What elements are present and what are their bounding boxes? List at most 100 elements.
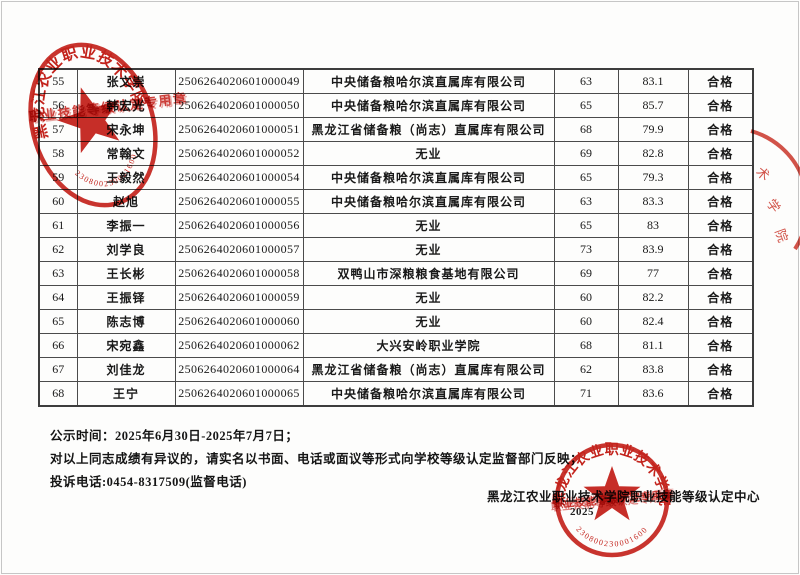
name-cell: 王振铎 — [76, 285, 176, 310]
status-cell: 合格 — [687, 237, 754, 262]
id-number-cell: 2506264020601000055 — [174, 189, 304, 214]
score1-cell: 65 — [553, 165, 619, 190]
seal-code-text: 230800230001600 — [574, 525, 648, 549]
employer-cell: 中央储备粮哈尔滨直属库有限公司 — [302, 93, 555, 118]
results-table-body: 55 张文崇 2506264020601000049 中央储备粮哈尔滨直属库有限公司 6… — [38, 68, 754, 407]
status-cell: 合格 — [687, 309, 754, 334]
table-row: 59 王毅然 2506264020601000054 中央储备粮哈尔滨直属库有限公司 6… — [38, 165, 754, 190]
score2-cell: 83.6 — [617, 381, 689, 407]
score2-cell: 79.9 — [617, 117, 689, 142]
id-number-cell: 2506264020601000054 — [174, 165, 304, 190]
status-cell: 合格 — [687, 68, 754, 94]
score1-cell: 69 — [553, 261, 619, 286]
table-row: 65 陈志博 2506264020601000060 无业 60 82.4 合格 — [38, 309, 754, 334]
table-row: 62 刘学良 2506264020601000057 无业 73 83.9 合格 — [38, 237, 754, 262]
seal-code-text: 230800230001600 — [72, 150, 146, 198]
table-row: 61 李振一 2506264020601000056 无业 65 83 合格 — [38, 213, 754, 238]
name-cell: 刘佳龙 — [76, 357, 176, 382]
objection-notice-line: 对以上同志成绩有异议的，请实名以书面、电话或面议等形式向学校等级认定监督部门反映… — [50, 452, 584, 466]
employer-cell: 双鸭山市深粮粮食基地有限公司 — [302, 261, 555, 286]
score2-cell: 82.4 — [617, 309, 689, 334]
id-number-cell: 2506264020601000052 — [174, 141, 304, 166]
score2-cell: 79.3 — [617, 165, 689, 190]
table-row: 56 韩宏光 2506264020601000050 中央储备粮哈尔滨直属库有限公司 6… — [38, 93, 754, 118]
row-number: 63 — [38, 261, 78, 286]
score1-cell: 60 — [553, 285, 619, 310]
score2-cell: 83.1 — [617, 68, 689, 94]
results-table: 55 张文崇 2506264020601000049 中央储备粮哈尔滨直属库有限公司 6… — [38, 68, 754, 407]
score1-cell: 63 — [553, 68, 619, 94]
publicity-period-line: 公示时间：2025年6月30日-2025年7月7日； — [50, 429, 299, 443]
partial-seal-char: 学 — [764, 196, 784, 215]
id-number-cell: 2506264020601000065 — [174, 381, 304, 407]
employer-cell: 无业 — [302, 237, 555, 262]
table-row: 64 王振铎 2506264020601000059 无业 60 82.2 合格 — [38, 285, 754, 310]
partial-seal-char: 院 — [772, 227, 791, 244]
row-number: 67 — [38, 357, 78, 382]
status-cell: 合格 — [687, 141, 754, 166]
row-number: 62 — [38, 237, 78, 262]
id-number-cell: 2506264020601000051 — [174, 117, 304, 142]
status-cell: 合格 — [687, 381, 754, 407]
score2-cell: 77 — [617, 261, 689, 286]
id-number-cell: 2506264020601000062 — [174, 333, 304, 358]
status-cell: 合格 — [687, 213, 754, 238]
employer-cell: 黑龙江省储备粮（尚志）直属库有限公司 — [302, 357, 555, 382]
row-number: 56 — [38, 93, 78, 118]
name-cell: 王长彬 — [76, 261, 176, 286]
employer-cell: 中央储备粮哈尔滨直属库有限公司 — [302, 381, 555, 407]
score1-cell: 68 — [553, 333, 619, 358]
official-seal-top-left: 黑龙江农业职业技术学院 230800230001600 — [9, 26, 158, 208]
issue-date-partial: 2025 — [570, 506, 594, 518]
svg-text:230800230001600: 230800230001600 — [574, 525, 649, 549]
official-seal-bottom-right: 黑龙江农业职业技术学院 230800230001600 — [552, 442, 673, 558]
employer-cell: 黑龙江省储备粮（尚志）直属库有限公司 — [302, 117, 555, 142]
table-row: 67 刘佳龙 2506264020601000064 黑龙江省储备粮（尚志）直属库有限… — [38, 357, 754, 382]
score2-cell: 82.8 — [617, 141, 689, 166]
name-cell: 王宁 — [76, 381, 176, 407]
status-cell: 合格 — [687, 117, 754, 142]
score1-cell: 73 — [553, 237, 619, 262]
row-number: 66 — [38, 333, 78, 358]
row-number: 61 — [38, 213, 78, 238]
star-icon — [56, 87, 120, 154]
employer-cell: 无业 — [302, 309, 555, 334]
id-number-cell: 2506264020601000058 — [174, 261, 304, 286]
status-cell: 合格 — [687, 261, 754, 286]
score2-cell: 83.8 — [617, 357, 689, 382]
table-row: 63 王长彬 2506264020601000058 双鸭山市深粮粮食基地有限公司 69… — [38, 261, 754, 286]
employer-cell: 中央储备粮哈尔滨直属库有限公司 — [302, 68, 555, 94]
id-number-cell: 2506264020601000059 — [174, 285, 304, 310]
employer-cell: 中央储备粮哈尔滨直属库有限公司 — [302, 165, 555, 190]
status-cell: 合格 — [687, 333, 754, 358]
name-cell: 李振一 — [76, 213, 176, 238]
row-number: 64 — [38, 285, 78, 310]
table-row: 68 王宁 2506264020601000065 中央储备粮哈尔滨直属库有限公司 71… — [38, 381, 754, 407]
score1-cell: 62 — [553, 357, 619, 382]
table-row: 58 常翰文 2506264020601000052 无业 69 82.8 合格 — [38, 141, 754, 166]
score1-cell: 65 — [553, 213, 619, 238]
status-cell: 合格 — [687, 189, 754, 214]
score2-cell: 85.7 — [617, 93, 689, 118]
employer-cell: 大兴安岭职业学院 — [302, 333, 555, 358]
score1-cell: 65 — [553, 93, 619, 118]
employer-cell: 中央储备粮哈尔滨直属库有限公司 — [302, 189, 555, 214]
score1-cell: 60 — [553, 309, 619, 334]
row-number: 68 — [38, 381, 78, 407]
id-number-cell: 2506264020601000060 — [174, 309, 304, 334]
name-cell: 陈志博 — [76, 309, 176, 334]
score2-cell: 83 — [617, 213, 689, 238]
status-cell: 合格 — [687, 285, 754, 310]
score1-cell: 63 — [553, 189, 619, 214]
star-icon — [583, 466, 641, 521]
partial-seal-char: 术 — [753, 164, 773, 184]
score2-cell: 83.9 — [617, 237, 689, 262]
id-number-cell: 2506264020601000057 — [174, 237, 304, 262]
name-cell: 宋宛鑫 — [76, 333, 176, 358]
partial-seal-right-edge: 术 学 院 — [750, 129, 800, 251]
score1-cell: 68 — [553, 117, 619, 142]
id-number-cell: 2506264020601000064 — [174, 357, 304, 382]
score2-cell: 81.1 — [617, 333, 689, 358]
status-cell: 合格 — [687, 93, 754, 118]
